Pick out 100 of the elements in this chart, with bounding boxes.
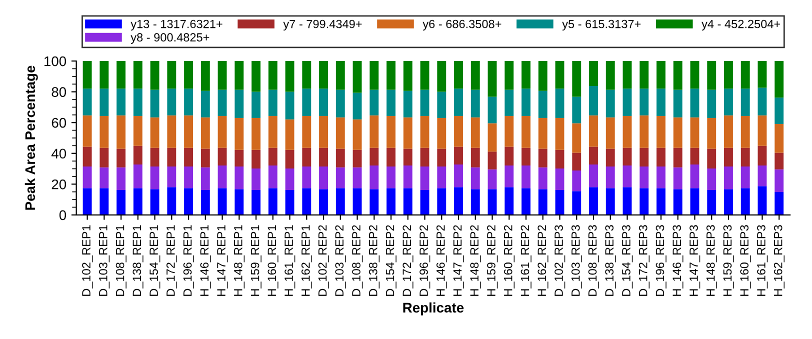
bar (758, 186, 767, 215)
bar (150, 61, 160, 90)
y-tick-label: 60 (52, 118, 66, 128)
bar (234, 118, 244, 150)
bar (150, 90, 160, 118)
bar (724, 61, 733, 89)
x-tick-label: D_196_REP1 (183, 225, 194, 296)
bar (133, 164, 142, 188)
legend-label: y7 - 799.4349+ (283, 20, 362, 31)
x-tick-label: D_138_REP1 (132, 225, 144, 296)
bar (420, 190, 430, 215)
bar (184, 88, 194, 116)
bar (454, 88, 463, 116)
bar (724, 88, 733, 116)
bar (504, 146, 514, 166)
bar (268, 90, 278, 116)
bar (538, 189, 548, 215)
bar (522, 166, 530, 188)
bar (572, 61, 582, 97)
x-tick-label: D_196_REP3 (656, 225, 666, 296)
bar (268, 148, 278, 166)
legend-label: y6 - 686.3508+ (422, 20, 502, 31)
bar (488, 96, 497, 124)
bar (184, 115, 194, 148)
bar (673, 117, 682, 148)
bar (420, 166, 430, 190)
bar (454, 146, 463, 164)
x-tick-label: D_103_REP3 (571, 225, 582, 296)
bar (488, 189, 497, 215)
bar (116, 61, 126, 89)
bar (386, 188, 396, 215)
bar (673, 189, 682, 215)
bar (640, 61, 649, 89)
bar (488, 123, 497, 152)
bar (319, 116, 328, 148)
y-tick-label: 0 (59, 210, 66, 220)
bar (352, 92, 362, 120)
x-tick-label: H_161_REP3 (757, 225, 768, 296)
bar (234, 189, 244, 215)
x-tick-label: D_103_REP1 (98, 225, 110, 296)
y-tick-label: 80 (52, 87, 66, 97)
x-tick-label: D_138_REP3 (605, 225, 616, 296)
bar (522, 188, 530, 215)
bar (622, 116, 632, 148)
bar (218, 90, 227, 116)
x-tick-label: D_172_REP1 (166, 225, 178, 296)
bar (606, 148, 615, 166)
bar (606, 166, 615, 188)
bar (218, 188, 227, 215)
bar (454, 187, 463, 215)
bar (133, 116, 142, 146)
bar (200, 90, 210, 118)
bar (184, 188, 194, 215)
bar (740, 166, 750, 188)
bar (470, 90, 480, 118)
bar (606, 188, 615, 215)
x-tick-label: D_154_REP2 (386, 225, 396, 296)
x-tick-label: H_147_REP2 (453, 225, 464, 296)
bar (352, 188, 362, 215)
bar (740, 148, 750, 166)
x-tick-label: D_103_REP2 (335, 225, 346, 296)
bar (589, 187, 598, 215)
bar (420, 116, 430, 148)
bar (167, 148, 176, 166)
bar (167, 88, 176, 116)
x-tick-label: D_108_REP2 (352, 225, 363, 296)
bar (437, 148, 446, 166)
bar (82, 188, 92, 215)
bar (690, 88, 700, 118)
bar (302, 166, 312, 188)
bar (370, 61, 379, 90)
bar (200, 148, 210, 168)
bar (336, 90, 345, 118)
bar (133, 146, 142, 164)
bar (707, 90, 716, 118)
bar (200, 190, 210, 215)
bar (386, 61, 396, 90)
legend-label: y8 - 900.4825+ (130, 33, 210, 44)
x-tick-label: D_108_REP3 (588, 225, 599, 296)
bar (82, 146, 92, 166)
bar (437, 92, 446, 118)
bar (234, 61, 244, 90)
bar (622, 187, 632, 215)
bar (470, 167, 480, 190)
bar (555, 88, 564, 118)
x-tick-label: D_196_REP2 (420, 225, 430, 296)
bar (420, 148, 430, 166)
bar (252, 118, 260, 150)
bar (640, 115, 649, 148)
bar (285, 168, 294, 190)
x-tick-label: H_160_REP2 (504, 225, 515, 296)
bar (707, 61, 716, 90)
bar (302, 188, 312, 215)
bar (336, 117, 345, 149)
bar (724, 189, 733, 215)
legend-label: y4 - 452.2504+ (702, 20, 780, 31)
bar (437, 118, 446, 149)
bar (268, 116, 278, 148)
bar (589, 146, 598, 164)
bar (100, 188, 109, 215)
